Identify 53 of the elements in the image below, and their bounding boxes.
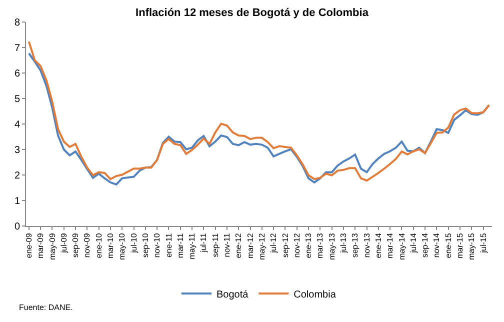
y-tick-label: 5 <box>14 94 20 105</box>
x-tick-label: nov-12 <box>292 232 302 258</box>
x-tick-label: ene-10 <box>94 232 104 258</box>
x-tick-label: ene-15 <box>444 232 453 258</box>
y-tick-label: 8 <box>14 18 20 28</box>
x-tick-label: sep-09 <box>71 232 80 258</box>
x-tick-label: mar-13 <box>316 232 325 259</box>
y-tick-label: 7 <box>14 43 20 54</box>
x-tick-label: jul-12 <box>269 232 278 254</box>
x-tick-label: sep-13 <box>350 232 360 258</box>
x-tick-label: may-15 <box>467 232 476 260</box>
x-tick-label: mar-09 <box>36 232 46 259</box>
x-tick-label: may-14 <box>397 232 406 260</box>
x-tick-label: ene-13 <box>304 232 314 258</box>
x-tick-label: sep-11 <box>210 232 220 258</box>
x-tick-label: mar-14 <box>386 232 395 259</box>
y-tick-label: 0 <box>14 222 20 232</box>
y-tick-label: 4 <box>14 120 20 130</box>
y-tick-label: 1 <box>14 196 20 207</box>
x-tick-label: nov-10 <box>152 232 162 258</box>
x-tick-label: jul-09 <box>59 232 68 254</box>
y-tick-label: 6 <box>14 68 20 80</box>
y-tick-label: 3 <box>14 145 20 156</box>
x-tick-label: may-11 <box>188 232 197 260</box>
x-tick-label: ene-12 <box>234 232 244 258</box>
x-tick-label: sep-14 <box>420 232 430 258</box>
y-tick-label: 2 <box>14 170 20 182</box>
source-note: Fuente: DANE. <box>19 303 73 312</box>
x-tick-label: sep-12 <box>280 232 290 258</box>
x-tick-label: mar-11 <box>176 232 185 258</box>
x-tick-label: nov-14 <box>432 232 442 258</box>
x-tick-label: may-09 <box>48 232 57 260</box>
x-tick-label: ene-09 <box>24 232 34 258</box>
x-tick-label: mar-12 <box>246 232 255 259</box>
chart-title: Inflación 12 meses de Bogotá y de Colombia <box>136 6 370 19</box>
x-tick-label: may-12 <box>258 232 267 260</box>
x-tick-label: jul-14 <box>408 232 418 254</box>
x-tick-label: may-13 <box>327 232 336 260</box>
x-tick-label: jul-13 <box>339 232 348 254</box>
x-tick-label: mar-15 <box>456 232 465 259</box>
x-tick-label: nov-11 <box>222 232 232 258</box>
x-tick-label: nov-13 <box>362 232 372 258</box>
legend-label: Colombia <box>294 289 336 300</box>
x-tick-label: mar-10 <box>106 232 116 259</box>
x-tick-label: jul-15 <box>478 232 488 254</box>
x-tick-label: sep-10 <box>141 232 150 258</box>
legend-label: Bogotá <box>216 289 249 300</box>
x-tick-label: ene-11 <box>164 232 174 258</box>
x-tick-label: jul-10 <box>129 232 138 254</box>
x-tick-label: ene-14 <box>374 232 384 258</box>
x-tick-label: nov-09 <box>82 232 92 258</box>
x-tick-label: may-10 <box>118 232 127 260</box>
x-tick-label: jul-11 <box>199 232 208 254</box>
